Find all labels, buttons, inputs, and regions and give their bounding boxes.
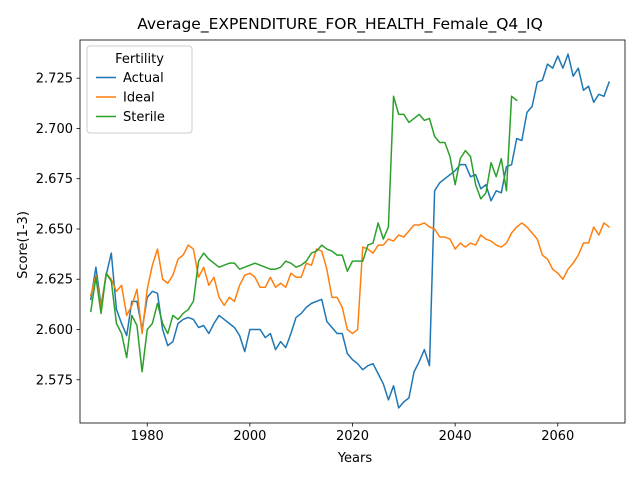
y-tick-label: 2.600 (36, 323, 73, 338)
y-axis-label: Score(1-3) (16, 211, 31, 279)
legend-label-ideal: Ideal (123, 91, 155, 106)
y-tick-label: 2.725 (36, 72, 73, 87)
x-tick-label: 1980 (131, 429, 164, 444)
y-tick-label: 2.625 (36, 273, 73, 288)
y-tick-label: 2.650 (36, 222, 73, 237)
chart-title: Average_EXPENDITURE_FOR_HEALTH_Female_Q4… (137, 15, 543, 34)
x-tick-label: 2040 (439, 429, 472, 444)
y-tick-label: 2.575 (36, 373, 73, 388)
legend-label-sterile: Sterile (123, 110, 165, 125)
x-axis-label: Years (337, 451, 373, 466)
x-tick-label: 2060 (541, 429, 574, 444)
series-line-actual (89, 53, 611, 409)
y-tick-label: 2.700 (36, 122, 73, 137)
x-tick-label: 2020 (336, 429, 369, 444)
series-line-sterile (89, 95, 518, 373)
axes: 1980 2000 2020 2040 2060 2.575 2.600 2.625 2.650… (36, 39, 626, 444)
legend-label-actual: Actual (123, 71, 164, 86)
legend-box (86, 45, 193, 134)
series-line-ideal (89, 222, 611, 335)
plot-area (89, 53, 611, 409)
x-tick-label: 2000 (233, 429, 266, 444)
y-tick-label: 2.675 (36, 172, 73, 187)
legend: Fertility Actual Ideal Sterile (86, 45, 193, 134)
legend-title: Fertility (115, 52, 164, 67)
